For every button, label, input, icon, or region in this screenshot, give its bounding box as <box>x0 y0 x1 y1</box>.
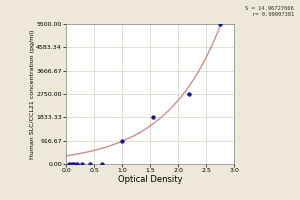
Point <box>69 162 74 166</box>
Point <box>79 162 84 166</box>
Point <box>187 92 192 96</box>
Point <box>120 139 124 142</box>
Point <box>71 162 76 166</box>
Point <box>87 162 92 166</box>
X-axis label: Optical Density: Optical Density <box>118 175 182 184</box>
Point <box>100 162 105 166</box>
Point <box>67 162 72 166</box>
Text: S = 14.96727066
r= 0.99997381: S = 14.96727066 r= 0.99997381 <box>245 6 294 17</box>
Y-axis label: Human SLC/CCL21 concentration (pg/ml): Human SLC/CCL21 concentration (pg/ml) <box>30 29 35 159</box>
Point <box>218 22 222 26</box>
Point <box>150 116 155 119</box>
Point <box>75 162 80 166</box>
